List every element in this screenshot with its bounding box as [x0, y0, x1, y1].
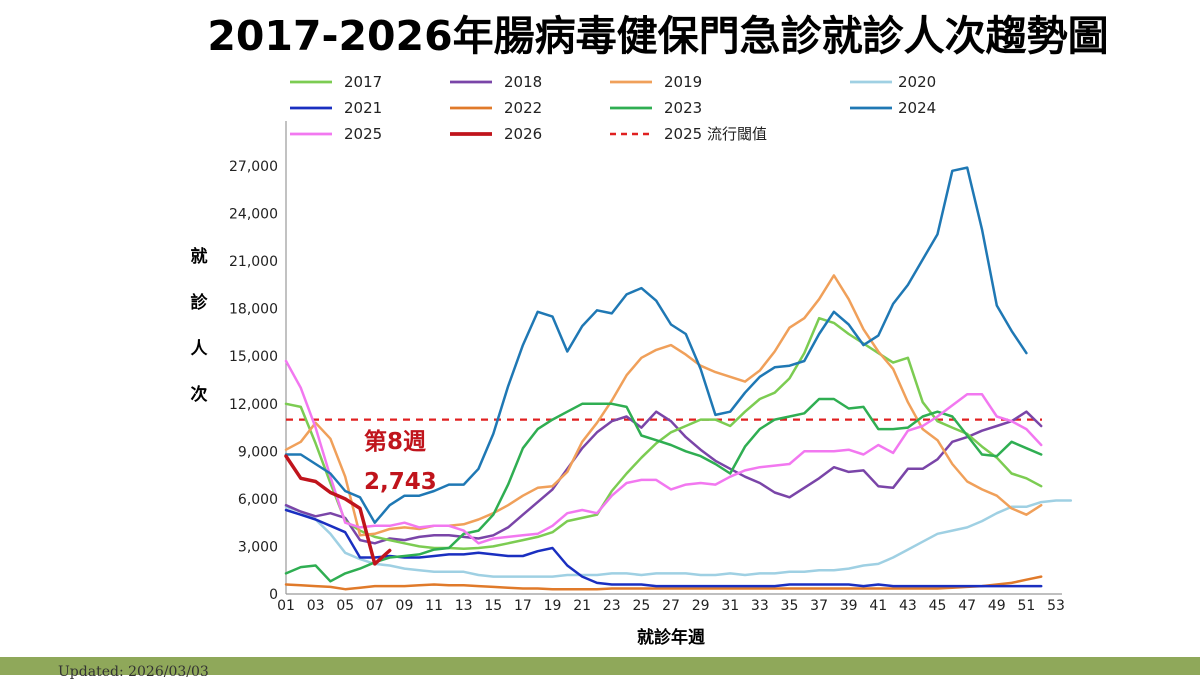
y-tick-label: 27,000: [229, 159, 278, 175]
y-tick-label: 6,000: [238, 492, 278, 508]
legend-item-2025: 2025: [290, 125, 382, 143]
legend-item-2026: 2026: [450, 125, 542, 143]
x-axis-title: 就診年週: [637, 627, 705, 648]
legend-label: 2017: [344, 73, 382, 91]
y-tick-label: 9,000: [238, 444, 278, 460]
series-line-2022: [284, 575, 1043, 591]
x-tick-label: 47: [958, 598, 976, 614]
legend-label: 2025 流行閾值: [664, 125, 767, 143]
legend-item-2021: 2021: [290, 99, 382, 117]
legend-item-2025-流行閾值: 2025 流行閾值: [610, 125, 767, 143]
y-axis-title-char: 人: [191, 339, 209, 359]
legend-item-2022: 2022: [450, 99, 542, 117]
series-layer: [284, 166, 1073, 591]
x-tick-label: 25: [632, 598, 650, 614]
y-tick-label: 18,000: [229, 302, 278, 318]
x-tick-label: 27: [662, 598, 680, 614]
legend-label: 2018: [504, 73, 542, 91]
annotation-value: 2,743: [364, 469, 437, 495]
series-line-2019: [284, 274, 1043, 537]
x-tick-label: 53: [1047, 598, 1065, 614]
legend-label: 2021: [344, 99, 382, 117]
legend-item-2020: 2020: [850, 73, 936, 91]
y-axis-title-char: 診: [191, 292, 209, 313]
legend-label: 2019: [664, 73, 702, 91]
y-tick-label: 21,000: [229, 254, 278, 270]
footer-bar: [0, 657, 1200, 675]
y-tick-label: 12,000: [229, 397, 278, 413]
x-tick-label: 21: [573, 598, 591, 614]
x-tick-label: 31: [721, 598, 739, 614]
annotation-layer: 第8週 2,743: [364, 428, 437, 495]
x-tick-label: 19: [544, 598, 562, 614]
x-tick-label: 03: [307, 598, 325, 614]
series-line-2018: [284, 410, 1043, 545]
x-tick-label: 13: [455, 598, 473, 614]
legend-item-2023: 2023: [610, 99, 702, 117]
y-tick-label: 0: [269, 587, 278, 603]
x-tick-label: 33: [751, 598, 769, 614]
x-tick-label: 07: [366, 598, 384, 614]
x-tick-label: 49: [988, 598, 1006, 614]
x-tick-label: 39: [840, 598, 858, 614]
x-tick-label: 05: [336, 598, 354, 614]
enterovirus-trend-chart: 2017 2018 2019 2020 2021 2022 2023 2024 2025 2026…: [191, 73, 1073, 648]
updated-date: Updated: 2026/03/03: [58, 664, 209, 680]
annotation-week: 第8週: [364, 428, 426, 455]
legend-label: 2020: [898, 73, 936, 91]
legend-label: 2023: [664, 99, 702, 117]
x-tick-label: 15: [484, 598, 502, 614]
series-line-2020: [284, 499, 1073, 578]
series-line-2017: [284, 316, 1043, 551]
x-tick-label: 11: [425, 598, 443, 614]
legend-label: 2026: [504, 125, 542, 143]
y-tick-label: 15,000: [229, 349, 278, 365]
chart-legend: 2017 2018 2019 2020 2021 2022 2023 2024 2025 2026…: [290, 73, 936, 143]
x-tick-label: 01: [277, 598, 295, 614]
series-line-2021: [284, 508, 1043, 588]
series-line-2025: [284, 359, 1043, 545]
series-line-2023: [284, 397, 1043, 583]
legend-label: 2025: [344, 125, 382, 143]
x-tick-label: 09: [396, 598, 414, 614]
legend-label: 2024: [898, 99, 936, 117]
x-tick-label: 17: [514, 598, 532, 614]
x-tick-label: 23: [603, 598, 621, 614]
y-axis-title-char: 就: [191, 246, 208, 267]
x-tick-label: 35: [781, 598, 799, 614]
y-tick-label: 24,000: [229, 207, 278, 223]
legend-item-2019: 2019: [610, 73, 702, 91]
legend-item-2024: 2024: [850, 99, 936, 117]
y-tick-label: 3,000: [238, 539, 278, 555]
legend-item-2017: 2017: [290, 73, 382, 91]
series-line-2024: [284, 166, 1028, 524]
chart-title: 2017-2026年腸病毒健保門急診就診人次趨勢圖: [207, 12, 1109, 60]
legend-item-2018: 2018: [450, 73, 542, 91]
x-tick-label: 51: [1017, 598, 1035, 614]
chart-axes: 0 3,000 6,000 9,000 12,000 15,000 18,000 21,000…: [191, 121, 1065, 648]
x-tick-label: 41: [869, 598, 887, 614]
x-tick-label: 43: [899, 598, 917, 614]
x-tick-label: 37: [810, 598, 828, 614]
x-tick-label: 45: [929, 598, 947, 614]
y-axis-title-char: 次: [191, 384, 208, 405]
x-tick-label: 29: [692, 598, 710, 614]
series-line-2026: [284, 454, 392, 566]
legend-label: 2022: [504, 99, 542, 117]
